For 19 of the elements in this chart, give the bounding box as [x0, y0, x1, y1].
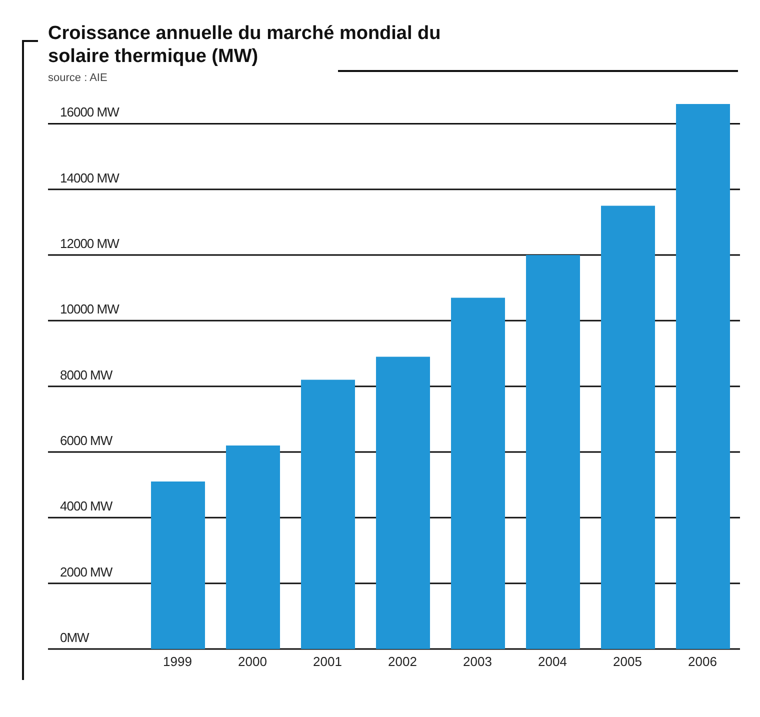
y-tick-label: 12000 MW	[60, 236, 120, 252]
x-tick-label: 2004	[538, 654, 567, 670]
y-tick-label: 16000 MW	[60, 104, 120, 120]
x-tick-label: 2000	[238, 654, 267, 670]
y-tick-label: 10000 MW	[60, 302, 120, 317]
x-tick-label: 1999	[163, 654, 192, 670]
y-tick-label: 4000 MW	[60, 498, 114, 514]
y-tick-label: 2000 MW	[60, 564, 114, 580]
x-tick-label: 2003	[463, 654, 492, 670]
x-tick-label: 2006	[688, 654, 717, 670]
y-tick-label: 0MW	[60, 630, 90, 645]
y-tick-label: 14000 MW	[60, 170, 120, 186]
chart-title: Croissance annuelle du marché mondial du solaire thermique (MW)	[48, 22, 442, 68]
x-tick-label: 2005	[613, 654, 642, 670]
y-tick-label: 8000 MW	[60, 367, 114, 382]
source-note: source : AIE	[48, 72, 108, 84]
x-tick-label: 2002	[388, 654, 417, 670]
x-tick-label: 2001	[313, 654, 342, 670]
y-tick-label: 6000 MW	[60, 433, 114, 448]
